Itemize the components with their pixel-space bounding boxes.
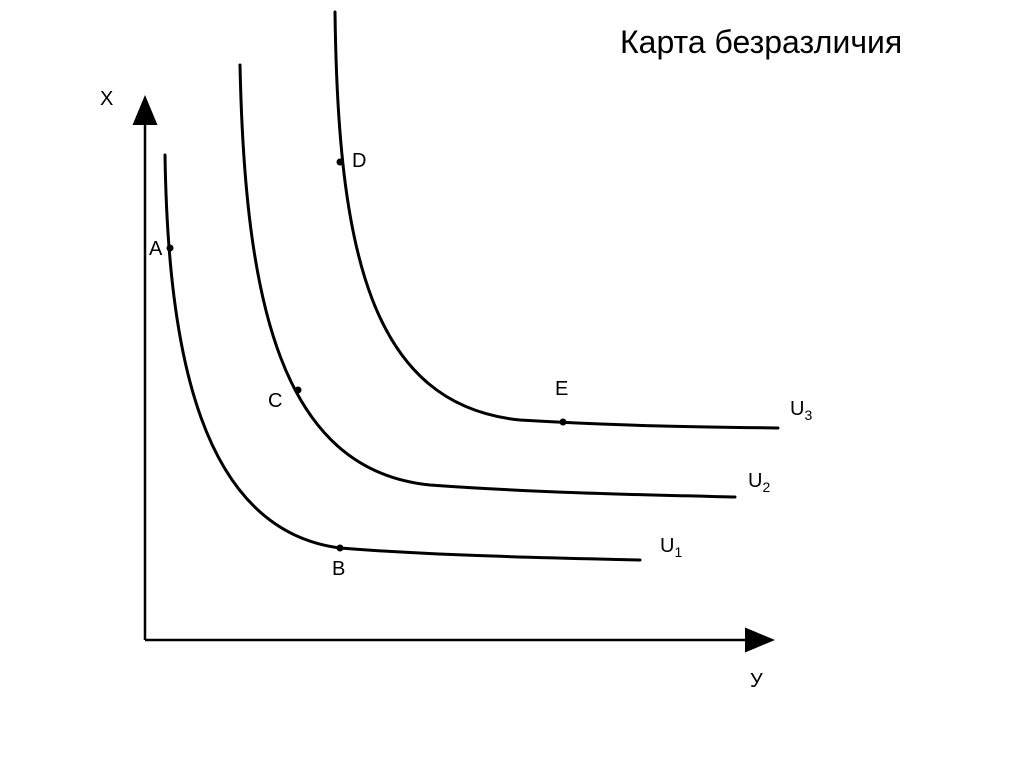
points-group	[167, 159, 567, 552]
point-C	[295, 387, 302, 394]
curve-U2	[240, 65, 735, 497]
point-D	[337, 159, 344, 166]
curve-label-U2: U2	[748, 470, 770, 495]
curve-label-U1: U1	[660, 535, 682, 560]
curve-label-U3: U3	[790, 398, 812, 423]
x-axis-label: У	[750, 670, 763, 693]
indifference-map-chart: Карта безразличия У Х U1U2U3ABCDE	[0, 0, 1024, 768]
curves-group	[165, 12, 778, 560]
point-A	[167, 245, 174, 252]
point-label-E: E	[555, 378, 568, 401]
point-label-C: C	[268, 390, 282, 413]
point-label-B: B	[332, 558, 345, 581]
point-label-D: D	[352, 150, 366, 173]
point-E	[560, 419, 567, 426]
curve-U3	[335, 12, 778, 428]
y-axis-label: Х	[100, 88, 113, 111]
chart-svg	[0, 0, 1024, 768]
point-label-A: A	[149, 238, 162, 261]
point-B	[337, 545, 344, 552]
